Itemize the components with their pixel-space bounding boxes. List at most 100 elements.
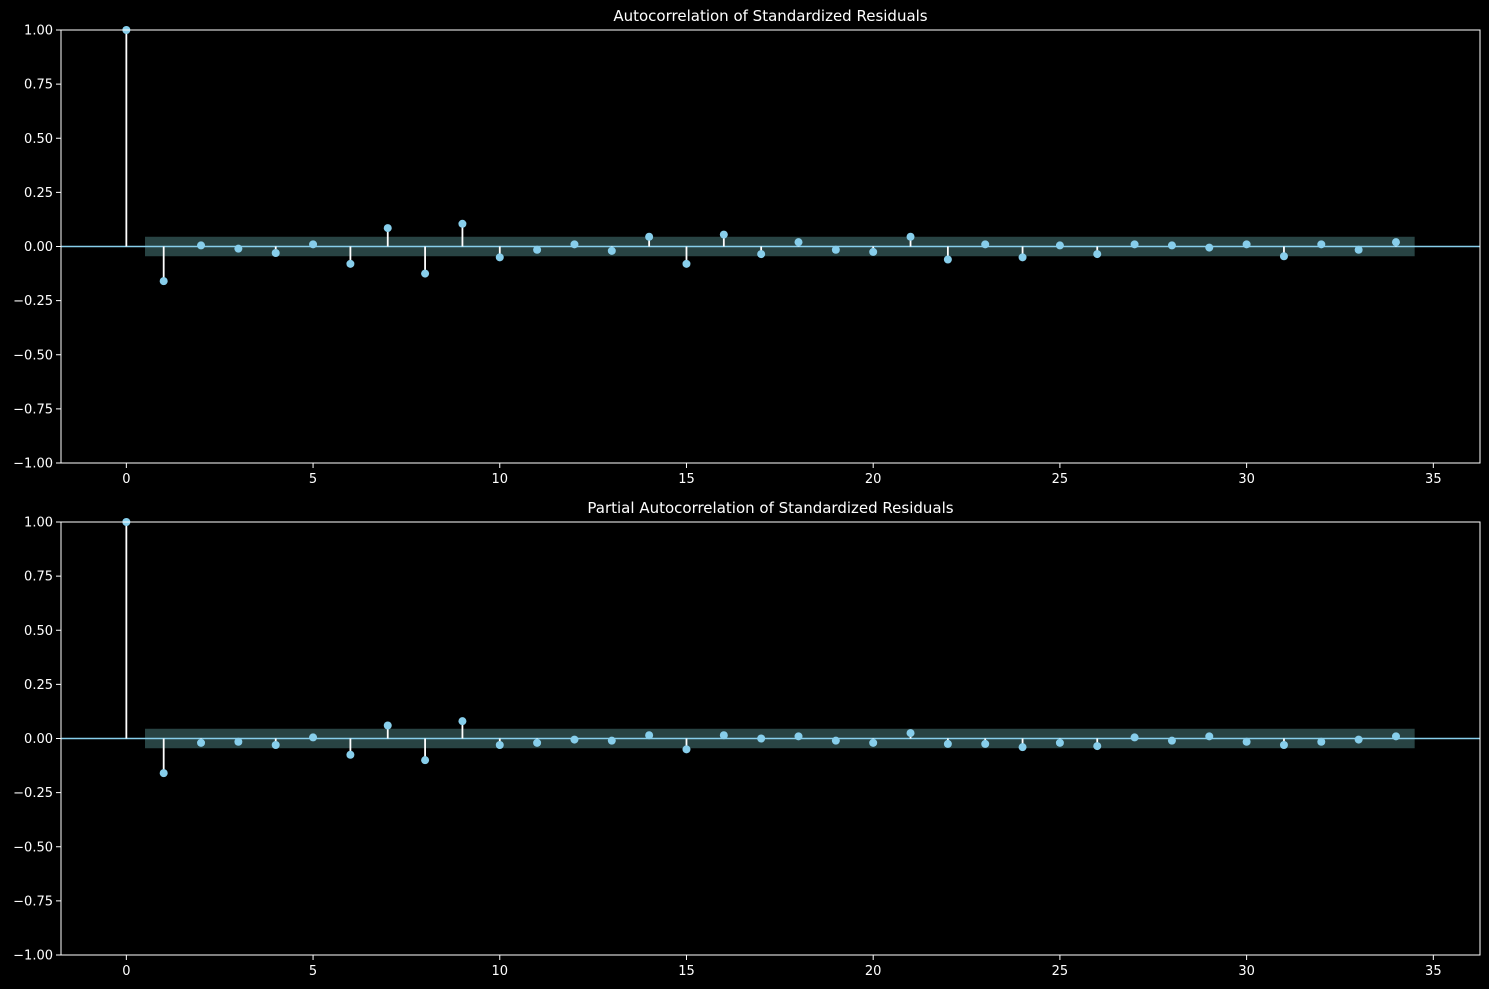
acf-marker-26 (1093, 250, 1102, 259)
pacf-marker-12 (570, 735, 579, 744)
pacf-marker-30 (1242, 737, 1251, 746)
acf-marker-12 (570, 240, 579, 249)
acf-xtick-label: 0 (122, 472, 130, 487)
acf-title: Autocorrelation of Standardized Residual… (613, 7, 927, 25)
pacf-xtick-label: 15 (678, 964, 695, 979)
acf-marker-1 (159, 277, 168, 286)
acf-marker-2 (197, 241, 206, 250)
acf-marker-28 (1167, 241, 1176, 250)
pacf-marker-7 (383, 721, 392, 730)
acf-xtick-label: 25 (1052, 472, 1069, 487)
acf-ytick-label: −1.00 (13, 457, 53, 472)
pacf-marker-33 (1354, 735, 1363, 744)
acf-marker-13 (607, 246, 616, 255)
acf-marker-9 (458, 219, 467, 228)
pacf-xtick-label: 30 (1238, 964, 1255, 979)
pacf-marker-28 (1167, 736, 1176, 745)
acf-ytick-label: −0.50 (13, 348, 53, 363)
pacf-ytick-label: 1.00 (24, 516, 53, 531)
acf-marker-8 (421, 269, 430, 278)
acf-marker-7 (383, 224, 392, 233)
pacf-marker-16 (719, 731, 728, 740)
pacf-ytick-label: −0.25 (13, 786, 53, 801)
acf-marker-16 (719, 230, 728, 239)
acf-marker-27 (1130, 240, 1139, 249)
pacf-xtick-label: 20 (865, 964, 882, 979)
pacf-marker-11 (533, 738, 542, 747)
acf-ytick-label: 0.25 (24, 186, 53, 201)
acf-marker-19 (831, 245, 840, 254)
acf-marker-11 (533, 245, 542, 254)
pacf-marker-15 (682, 745, 691, 754)
pacf-xtick-label: 35 (1425, 964, 1442, 979)
pacf-marker-17 (757, 734, 766, 743)
pacf-panel: Partial Autocorrelation of Standardized … (13, 499, 1481, 979)
pacf-marker-6 (346, 750, 355, 759)
acf-ytick-label: 0.50 (24, 132, 53, 147)
pacf-marker-24 (1018, 743, 1027, 752)
acf-marker-5 (309, 240, 318, 249)
pacf-xtick-label: 0 (122, 964, 130, 979)
acf-xtick-label: 30 (1238, 472, 1255, 487)
acf-marker-4 (271, 248, 280, 257)
pacf-marker-25 (1055, 738, 1064, 747)
acf-marker-20 (869, 247, 878, 256)
acf-marker-31 (1279, 252, 1288, 261)
acf-marker-33 (1354, 245, 1363, 254)
pacf-marker-13 (607, 736, 616, 745)
pacf-marker-9 (458, 717, 467, 726)
pacf-xtick-label: 25 (1052, 964, 1069, 979)
pacf-xtick-label: 5 (309, 964, 317, 979)
pacf-marker-27 (1130, 733, 1139, 742)
pacf-marker-2 (197, 738, 206, 747)
acf-ytick-label: 0.75 (24, 78, 53, 93)
acf-marker-21 (906, 232, 915, 241)
pacf-marker-18 (794, 732, 803, 741)
pacf-ytick-label: 0.75 (24, 570, 53, 585)
pacf-ytick-label: 0.50 (24, 624, 53, 639)
pacf-ytick-label: 0.00 (24, 732, 53, 747)
acf-marker-6 (346, 259, 355, 268)
acf-marker-25 (1055, 241, 1064, 250)
acf-marker-29 (1205, 243, 1214, 252)
pacf-ytick-label: −1.00 (13, 949, 53, 964)
acf-xtick-label: 5 (309, 472, 317, 487)
acf-xtick-label: 10 (491, 472, 508, 487)
acf-xtick-label: 20 (865, 472, 882, 487)
pacf-marker-21 (906, 729, 915, 738)
pacf-marker-31 (1279, 740, 1288, 749)
acf-marker-10 (495, 253, 504, 262)
acf-marker-15 (682, 259, 691, 268)
acf-xtick-label: 15 (678, 472, 695, 487)
acf-ytick-label: 0.00 (24, 240, 53, 255)
pacf-marker-10 (495, 740, 504, 749)
acf-marker-32 (1317, 240, 1326, 249)
pacf-marker-14 (645, 731, 654, 740)
acf-marker-34 (1391, 238, 1400, 247)
acf-ytick-label: 1.00 (24, 24, 53, 39)
acf-marker-22 (943, 255, 952, 264)
pacf-marker-3 (234, 737, 243, 746)
pacf-ytick-label: 0.25 (24, 678, 53, 693)
pacf-marker-20 (869, 738, 878, 747)
acf-marker-18 (794, 238, 803, 247)
acf-marker-24 (1018, 253, 1027, 262)
acf-marker-3 (234, 244, 243, 253)
pacf-marker-32 (1317, 737, 1326, 746)
pacf-marker-8 (421, 756, 430, 765)
acf-marker-23 (981, 240, 990, 249)
pacf-marker-22 (943, 739, 952, 748)
pacf-xtick-label: 10 (491, 964, 508, 979)
pacf-title: Partial Autocorrelation of Standardized … (587, 499, 953, 517)
pacf-marker-4 (271, 740, 280, 749)
acf-marker-14 (645, 232, 654, 241)
acf-ytick-label: −0.25 (13, 294, 53, 309)
acf-ytick-label: −0.75 (13, 402, 53, 417)
pacf-marker-26 (1093, 742, 1102, 751)
pacf-marker-5 (309, 733, 318, 742)
pacf-ytick-label: −0.75 (13, 894, 53, 909)
pacf-marker-1 (159, 769, 168, 778)
acf-marker-30 (1242, 240, 1251, 249)
acf-xtick-label: 35 (1425, 472, 1442, 487)
